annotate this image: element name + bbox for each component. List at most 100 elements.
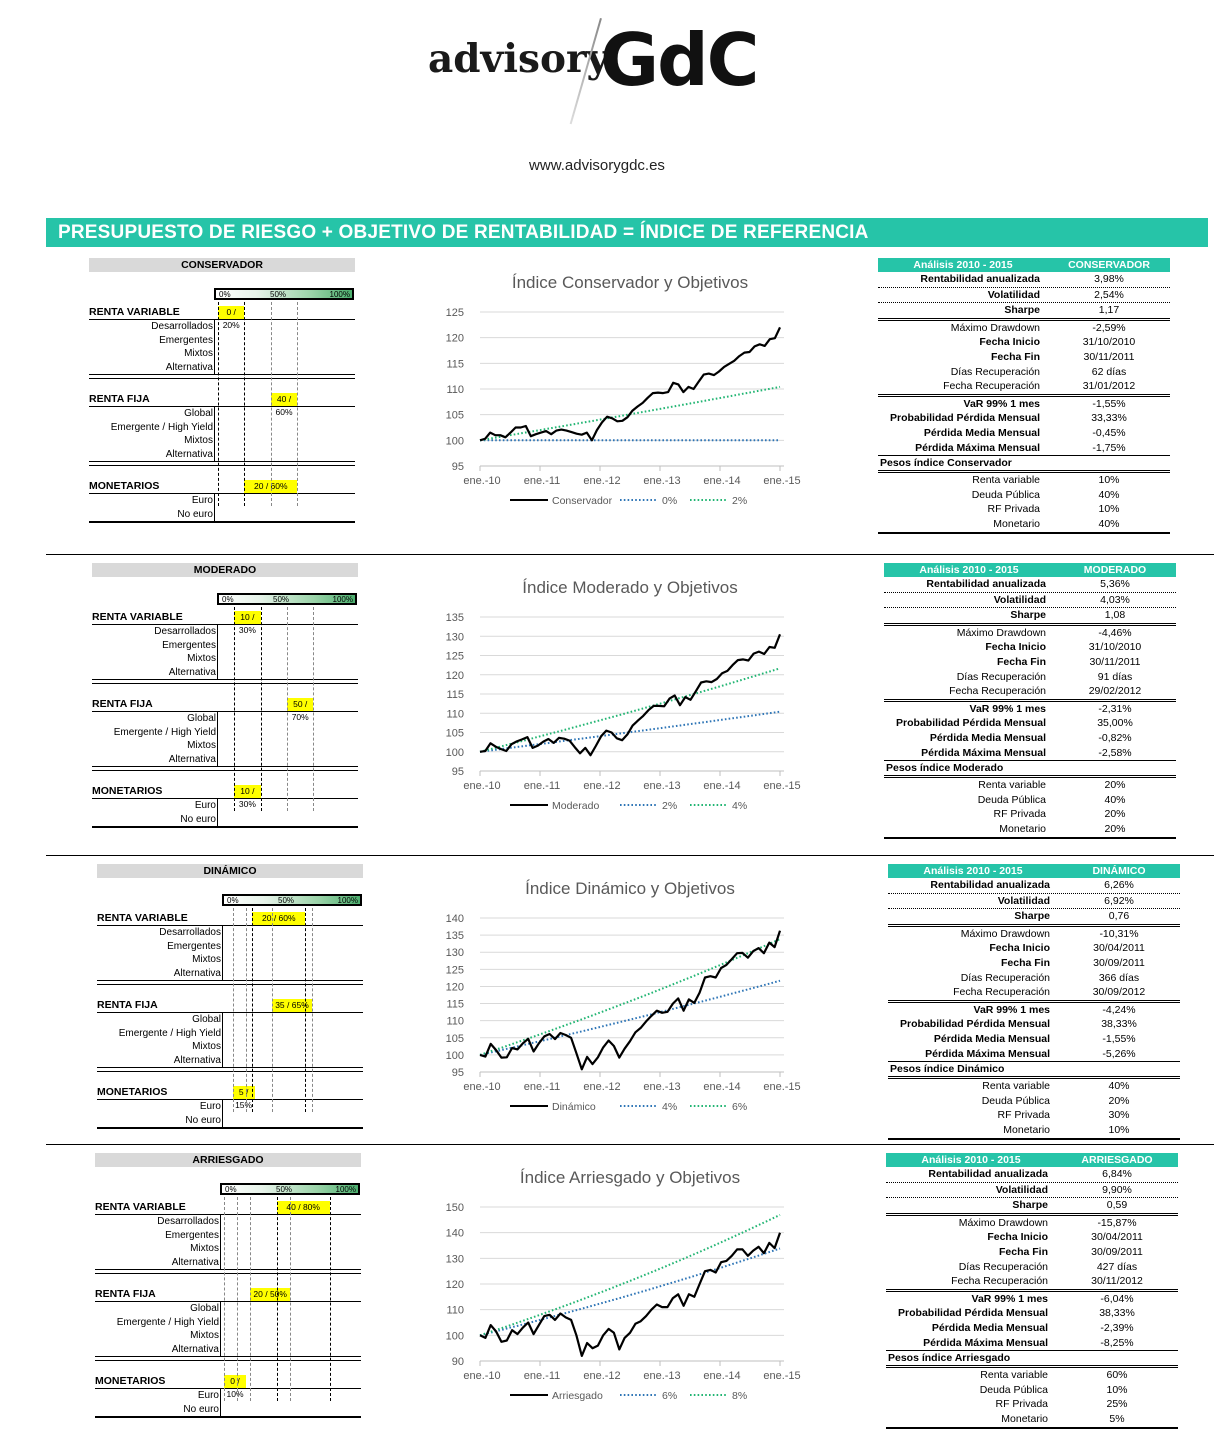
alloc-group-double-rule — [97, 1067, 363, 1072]
alloc-subcategory: Mixtos — [192, 954, 221, 965]
stats-row-volatilidad: Volatilidad 6,92% — [888, 894, 1180, 910]
alloc-row-rule — [89, 493, 355, 494]
allocation-guide-line — [234, 607, 236, 811]
weights-section-title: Pesos índice Arriesgado — [886, 1351, 1178, 1369]
allocation-range-renta-variable: 10 / 30% — [234, 611, 261, 635]
stats-row-rentabilidad: Rentabilidad anualizada 3,98% — [878, 272, 1170, 288]
allocation-guide-line — [311, 908, 313, 1112]
allocation-range-renta-variable: 20 / 60% — [252, 912, 306, 925]
logo-text-advisory: advisory — [428, 36, 610, 82]
legend-label: Arriesgado — [552, 1390, 603, 1402]
allocation-range-renta-fija: 40 / 60% — [270, 393, 298, 417]
stats-label: Fecha Inicio — [979, 336, 1040, 349]
section-divider — [46, 855, 1214, 856]
alloc-subcategory: No euro — [185, 1114, 221, 1126]
allocation-table: CONSERVADOR 0% 50% 100% RENTA VARIABLE 0 / 20… — [89, 258, 355, 528]
alloc-table-bottom-rule — [89, 521, 355, 523]
stats-row-fecha-inicio: Fecha Inicio 30/04/2011 — [888, 941, 1180, 956]
stats-value: 1,17 — [1098, 304, 1120, 317]
stats-label: Pérdida Media Mensual — [933, 1032, 1050, 1045]
stats-row-perdida-media: Pérdida Media Mensual -1,55% — [888, 1032, 1180, 1047]
alloc-group-double-rule — [92, 679, 358, 684]
stats-label: Probabilidad Pérdida Mensual — [900, 1018, 1050, 1031]
y-tick-label: 150 — [446, 1202, 464, 1214]
stats-table-header: Análisis 2010 - 2015 ARRIESGADO — [886, 1153, 1178, 1167]
alloc-category-renta-fija: RENTA FIJA — [97, 999, 158, 1011]
alloc-subcategory: Emergentes — [165, 1229, 219, 1241]
scale-label-50: 50% — [276, 1185, 293, 1194]
stats-row-perdida-media: Pérdida Media Mensual -0,82% — [884, 731, 1176, 746]
weight-value: 10% — [1108, 1123, 1130, 1136]
x-tick-label: ene.-15 — [763, 475, 800, 487]
weight-label: Deuda Pública — [981, 1094, 1050, 1107]
alloc-subcategory: Mixtos — [184, 435, 213, 446]
stats-value: 30/04/2011 — [1091, 1231, 1143, 1244]
stats-label: Rentabilidad anualizada — [930, 879, 1050, 891]
x-tick-label: ene.-13 — [643, 780, 680, 792]
weight-label: Deuda Pública — [977, 793, 1046, 806]
allocation-scale-bar: 0% 50% 100% — [214, 288, 354, 300]
legend-label: 4% — [662, 1101, 677, 1113]
x-tick-label: ene.-10 — [463, 1081, 500, 1093]
stats-header-period: Análisis 2010 - 2015 — [921, 1154, 1021, 1166]
stats-table-moderado: Análisis 2010 - 2015 MODERADO Rentabilidad… — [884, 563, 1176, 839]
weight-row-w-rv: Renta variable 20% — [884, 778, 1176, 793]
alloc-category-monetarios: MONETARIOS — [95, 1375, 166, 1387]
scale-label-100: 100% — [329, 290, 350, 299]
website-url-link[interactable]: www.advisorygdc.es — [529, 157, 665, 174]
chart-svg: Índice Moderado y Objetivos 95 100 105 110 11… — [446, 578, 801, 812]
allocation-guide-line — [270, 302, 272, 506]
stats-label: Días Recuperación — [950, 365, 1040, 378]
alloc-subcategory: Alternativa — [171, 1256, 219, 1268]
alloc-column-rule — [217, 711, 218, 766]
allocation-guide-line — [329, 1197, 331, 1401]
stats-row-rentabilidad: Rentabilidad anualizada 6,84% — [886, 1167, 1178, 1183]
legend-label: Moderado — [552, 800, 599, 812]
alloc-subcategory: Alternativa — [165, 448, 213, 460]
stats-row-sharpe: Sharpe 1,17 — [878, 303, 1170, 321]
alloc-table-bottom-rule — [97, 1127, 363, 1129]
y-tick-label: 100 — [446, 747, 464, 759]
stats-row-perdida-max: Pérdida Máxima Mensual -1,75% — [878, 441, 1170, 457]
stats-label: Volatilidad — [993, 593, 1046, 606]
stats-value: 6,26% — [1104, 879, 1134, 891]
alloc-subcategory: Mixtos — [190, 1243, 219, 1254]
stats-row-sharpe: Sharpe 0,59 — [886, 1198, 1178, 1216]
alloc-column-rule — [220, 1214, 221, 1269]
alloc-row-rule — [95, 1388, 361, 1389]
alloc-row-rule — [92, 798, 358, 799]
alloc-subcategory: Mixtos — [192, 1041, 221, 1052]
stats-value: 6,92% — [1104, 894, 1134, 907]
stats-label: Pérdida Máxima Mensual — [915, 441, 1040, 454]
stats-label: Pérdida Máxima Mensual — [925, 1047, 1050, 1060]
y-tick-label: 125 — [446, 651, 464, 663]
stats-row-fecha-rec: Fecha Recuperación 31/01/2012 — [878, 379, 1170, 397]
allocation-range-monetarios: 10 / 30% — [234, 785, 261, 809]
allocation-range-monetarios: 0 / 10% — [224, 1375, 246, 1399]
stats-value: 0,76 — [1108, 910, 1130, 923]
weight-value: 20% — [1108, 1094, 1130, 1107]
allocation-table-title: CONSERVADOR — [89, 258, 355, 272]
y-tick-label: 105 — [446, 1033, 464, 1045]
stats-row-fecha-inicio: Fecha Inicio 30/04/2011 — [886, 1230, 1178, 1245]
stats-label: Probabilidad Pérdida Mensual — [890, 412, 1040, 425]
stats-header-profile: CONSERVADOR — [1068, 259, 1150, 271]
allocation-guide-line — [224, 1197, 225, 1401]
alloc-group-double-rule — [89, 461, 355, 466]
stats-value: -8,25% — [1100, 1336, 1134, 1349]
y-tick-label: 135 — [446, 612, 464, 624]
alloc-subcategory: Global — [190, 1303, 219, 1314]
alloc-subcategory: Euro — [194, 800, 216, 811]
allocation-guide-line — [297, 302, 299, 506]
stats-value: 9,90% — [1102, 1183, 1132, 1196]
target-line-4pct — [479, 667, 781, 753]
y-tick-label: 110 — [446, 384, 464, 396]
alloc-subcategory: Euro — [191, 495, 213, 506]
weight-label: Renta variable — [978, 779, 1046, 792]
allocation-guide-line — [290, 1197, 291, 1401]
stats-label: Pérdida Máxima Mensual — [923, 1336, 1048, 1349]
stats-value: -0,82% — [1098, 731, 1132, 744]
legend-label: 2% — [662, 800, 677, 812]
stats-value: 30/11/2011 — [1089, 655, 1141, 668]
stats-label: Fecha Fin — [998, 1245, 1048, 1258]
